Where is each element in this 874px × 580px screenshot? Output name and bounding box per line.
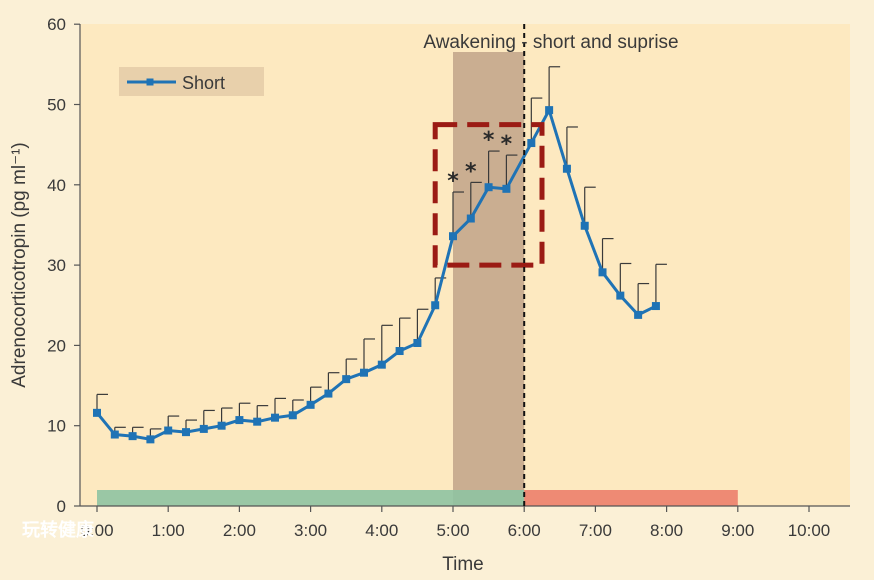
series-markers [93,106,660,444]
y-tick-label: 50 [47,96,66,115]
data-point [199,424,208,433]
data-point [562,164,571,173]
data-point [217,421,226,430]
data-point [413,338,422,347]
x-tick-label: 8:00 [650,521,683,540]
data-point [288,411,297,420]
data-point [110,430,119,439]
data-point [128,432,137,441]
error-bars [96,66,667,440]
significance-markers: * ** * [447,128,512,194]
data-point [306,400,315,409]
data-point [271,413,279,422]
data-point [360,368,368,377]
x-tick-label: 10:00 [788,521,831,540]
y-tick-label: 10 [47,417,66,436]
data-point [598,268,607,277]
time-bar-0 [97,490,525,506]
data-point [634,310,643,319]
data-point [164,426,173,435]
data-point [182,428,190,437]
y-tick-label: 30 [47,256,66,275]
y-tick-label: 40 [47,176,66,195]
legend-marker [146,78,154,86]
x-tick-label: 7:00 [579,521,612,540]
data-point [395,347,404,356]
data-point [342,375,351,384]
data-point [324,389,333,398]
highlight-box [432,122,545,268]
shaded-interval [453,52,525,506]
awakening-annotation: Awakening - short and suprise [423,32,678,53]
x-tick-label: 9:00 [721,521,754,540]
x-axis-label: Time [442,554,484,575]
significance-star: * [483,128,495,153]
y-tick-label: 0 [57,497,66,516]
data-point [466,214,475,223]
x-tick-label: 0:00 [80,521,113,540]
data-point [449,232,457,241]
x-tick-label: 1:00 [152,521,185,540]
y-axis-label: Adrenocorticotropin (pg ml⁻¹) [9,142,30,388]
x-tick-label: 5:00 [436,521,469,540]
data-point [235,416,244,425]
y-axis-ticks: 0 10 20 30 40 50 60 [47,15,80,516]
watermark: 玩转健康 [22,519,95,541]
x-tick-label: 6:00 [508,521,541,540]
data-point [527,139,536,148]
data-point [484,183,493,192]
legend: Short [119,67,264,96]
data-point [253,417,262,426]
data-point [580,221,589,230]
significance-star: * [501,132,513,157]
legend-label: Short [182,73,225,93]
data-point [146,435,155,444]
data-point [616,291,625,300]
time-bars [97,490,738,506]
y-tick-label: 20 [47,336,66,355]
significance-star: * [465,159,477,184]
significance-star: * [447,169,459,194]
data-point [93,408,101,417]
time-bar-1 [524,490,738,506]
y-tick-label: 60 [47,15,66,34]
x-axis-ticks: 0:00 1:00 2:00 3:00 4:00 5:00 6:00 7:00 8:00 9:00… [80,506,830,540]
data-point [545,106,554,115]
x-tick-label: 3:00 [294,521,327,540]
x-tick-label: 4:00 [365,521,398,540]
data-point [431,301,440,310]
data-point [651,302,660,311]
data-point [502,184,511,193]
x-tick-label: 2:00 [223,521,256,540]
data-point [377,360,386,369]
